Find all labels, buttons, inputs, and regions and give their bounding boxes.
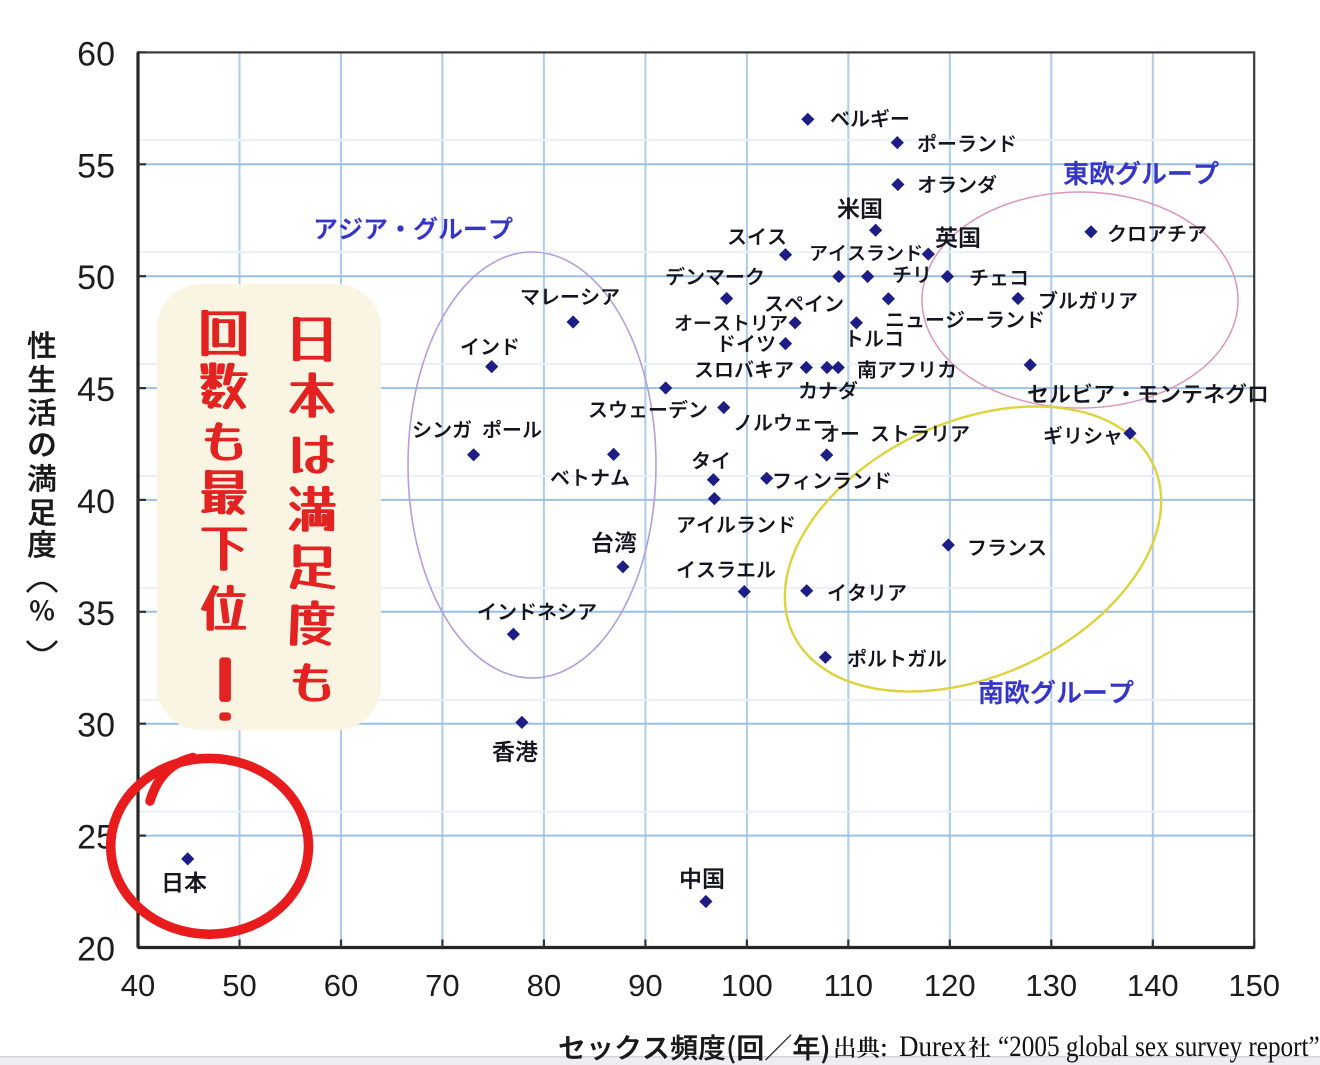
svg-text:90: 90 [628,968,662,1003]
svg-text:45: 45 [77,371,115,409]
svg-text:60: 60 [77,35,115,73]
svg-text:100: 100 [721,968,773,1003]
svg-text:130: 130 [1025,968,1077,1003]
svg-text:40: 40 [77,483,115,521]
svg-text:80: 80 [527,968,561,1003]
svg-text:30: 30 [77,707,115,745]
svg-text:Durex: Durex [899,1031,966,1064]
svg-text:120: 120 [924,968,976,1003]
svg-text:35: 35 [77,595,115,633]
svg-text:150: 150 [1228,968,1280,1003]
svg-text:70: 70 [425,968,459,1003]
svg-text:20: 20 [77,931,115,969]
svg-text:40: 40 [121,968,155,1003]
svg-text:110: 110 [824,968,873,1003]
svg-text:60: 60 [324,968,358,1003]
svg-text:50: 50 [77,259,115,297]
svg-text:55: 55 [77,147,115,185]
svg-text:140: 140 [1127,968,1179,1003]
svg-text:“2005 global sex survey report: “2005 global sex survey report” [998,1029,1320,1063]
svg-text:50: 50 [222,968,256,1003]
